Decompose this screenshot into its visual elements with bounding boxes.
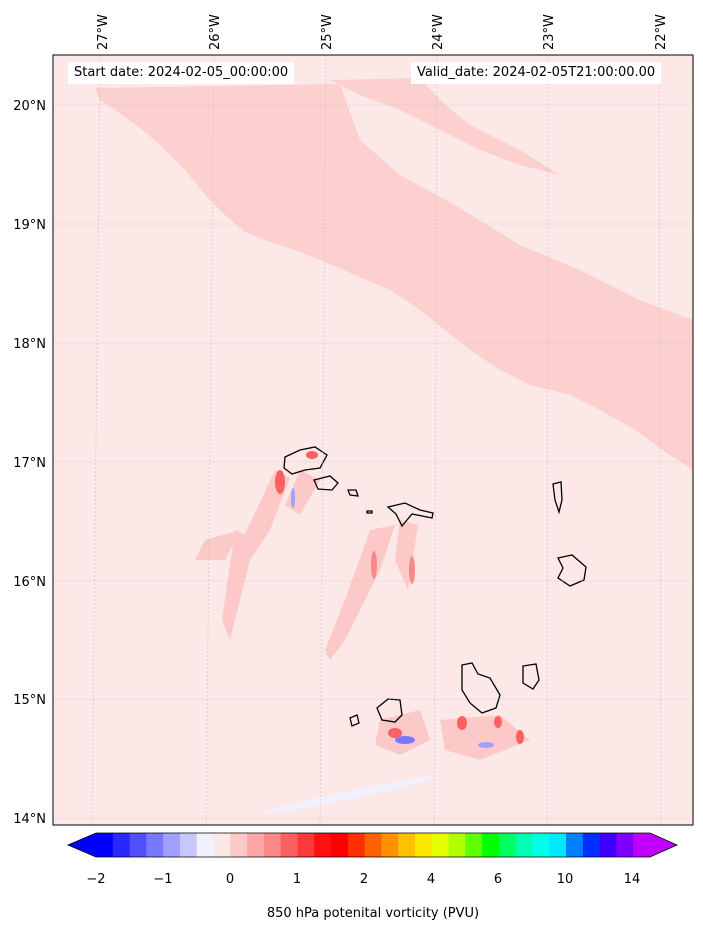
colorbar-segment xyxy=(364,833,382,857)
colorbar-segment xyxy=(549,833,567,857)
map-frame xyxy=(52,54,694,826)
colorbar-segment xyxy=(381,833,399,857)
colorbar-outline xyxy=(66,832,678,858)
longitude-labels: 27°W 26°W 25°W 24°W 23°W 22°W xyxy=(96,14,669,50)
island-sao-nicolau xyxy=(386,502,434,528)
colorbar-segment xyxy=(247,833,265,857)
island-sal xyxy=(552,481,563,515)
lat-label: 19°N xyxy=(13,218,46,233)
colorbar-segment xyxy=(213,833,231,857)
colorbar-segment xyxy=(431,833,450,857)
colorbar-segment xyxy=(414,833,433,857)
colorbar-segment xyxy=(347,833,366,857)
pv-band-shading xyxy=(95,84,693,470)
island-brava xyxy=(349,714,360,727)
colorbar-segment xyxy=(146,833,164,857)
lon-label: 22°W xyxy=(654,14,669,50)
colorbar-segment xyxy=(297,833,315,857)
lat-label: 16°N xyxy=(13,575,46,590)
cb-tick: 6 xyxy=(494,872,502,887)
lat-label: 20°N xyxy=(13,99,46,114)
colorbar-segment xyxy=(280,833,298,857)
colorbar-segment xyxy=(263,833,282,857)
pv-maxima xyxy=(261,451,524,815)
colorbar-segment xyxy=(582,833,601,857)
colorbar-segment xyxy=(515,833,533,857)
cb-tick: 4 xyxy=(427,872,435,887)
lat-label: 15°N xyxy=(13,693,46,708)
colorbar-segment xyxy=(96,833,114,857)
lat-label: 14°N xyxy=(13,812,46,827)
island-coastlines xyxy=(283,446,587,727)
island-santiago xyxy=(461,662,501,714)
cb-tick: 0 xyxy=(226,872,234,887)
colorbar-segment xyxy=(498,833,517,857)
colorbar-segment xyxy=(314,833,332,857)
lon-label: 23°W xyxy=(542,14,557,50)
lon-label: 25°W xyxy=(320,14,335,50)
colorbar-tick-labels: −2 −1 0 1 2 4 6 10 14 xyxy=(86,872,640,887)
colorbar-segment xyxy=(482,833,500,857)
colorbar-segment xyxy=(163,833,181,857)
island-fogo xyxy=(376,698,403,723)
cb-tick: −1 xyxy=(153,872,172,887)
lon-label: 24°W xyxy=(431,14,446,50)
cb-tick: 2 xyxy=(360,872,368,887)
cb-tick: −2 xyxy=(86,872,105,887)
colorbar-segment xyxy=(331,833,349,857)
colorbar-segment xyxy=(230,833,248,857)
colorbar-title: 850 hPa potenital vorticity (PVU) xyxy=(266,906,480,921)
start-date-label: Start date: 2024-02-05_00:00:00 xyxy=(68,62,295,84)
colorbar-segment xyxy=(633,833,651,857)
gridlines xyxy=(53,54,693,826)
colorbar-segment xyxy=(599,833,617,857)
lat-label: 18°N xyxy=(13,337,46,352)
latitude-labels: 20°N 19°N 18°N 17°N 16°N 15°N 14°N xyxy=(13,99,46,827)
colorbar-segment xyxy=(532,833,550,857)
lat-label: 17°N xyxy=(13,456,46,471)
island-boa-vista xyxy=(557,554,587,587)
island-raso xyxy=(366,510,373,514)
colorbar-segment xyxy=(398,833,416,857)
colorbar-segment xyxy=(129,833,147,857)
lon-label: 27°W xyxy=(96,14,111,50)
colorbar-segment xyxy=(465,833,483,857)
cb-tick: 10 xyxy=(557,872,574,887)
island-santa-luzia xyxy=(347,489,359,497)
cb-tick: 14 xyxy=(624,872,641,887)
island-sao-vicente xyxy=(313,475,339,491)
colorbar xyxy=(66,832,678,858)
valid-date-label: Valid_date: 2024-02-05T21:00:00.00 xyxy=(411,62,662,84)
island-santo-antao xyxy=(283,446,328,475)
lon-label: 26°W xyxy=(208,14,223,50)
island-maio xyxy=(522,663,540,690)
colorbar-extend-min xyxy=(68,833,96,857)
colorbar-segment xyxy=(179,833,198,857)
colorbar-extend-max xyxy=(650,833,677,857)
pv-band-streak xyxy=(330,78,560,175)
colorbar-segment xyxy=(616,833,634,857)
colorbar-segment xyxy=(448,833,466,857)
cb-tick: 1 xyxy=(293,872,301,887)
colorbar-segment xyxy=(112,833,131,857)
colorbar-segment xyxy=(566,833,584,857)
colorbar-segment xyxy=(196,833,215,857)
